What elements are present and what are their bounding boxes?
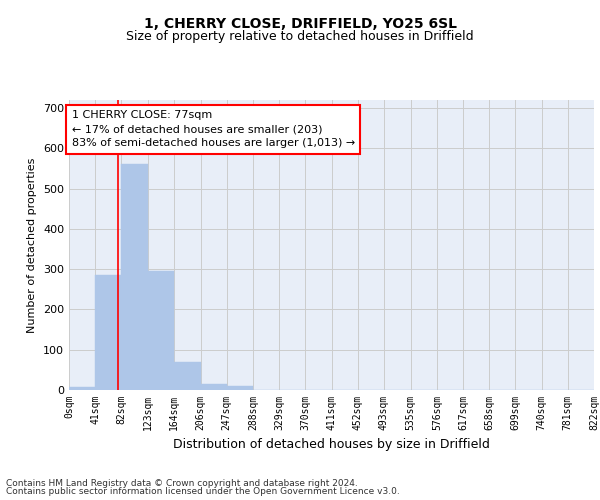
Text: Size of property relative to detached houses in Driffield: Size of property relative to detached ho… [126, 30, 474, 43]
Bar [69, 387, 95, 390]
Bar [148, 271, 174, 390]
Bar [227, 386, 253, 390]
Y-axis label: Number of detached properties: Number of detached properties [28, 158, 37, 332]
Text: 1 CHERRY CLOSE: 77sqm
← 17% of detached houses are smaller (203)
83% of semi-det: 1 CHERRY CLOSE: 77sqm ← 17% of detached … [71, 110, 355, 148]
Bar [95, 275, 121, 390]
X-axis label: Distribution of detached houses by size in Driffield: Distribution of detached houses by size … [173, 438, 490, 452]
Bar [174, 362, 200, 390]
Text: Contains public sector information licensed under the Open Government Licence v3: Contains public sector information licen… [6, 487, 400, 496]
Bar [200, 384, 227, 390]
Text: 1, CHERRY CLOSE, DRIFFIELD, YO25 6SL: 1, CHERRY CLOSE, DRIFFIELD, YO25 6SL [143, 18, 457, 32]
Text: Contains HM Land Registry data © Crown copyright and database right 2024.: Contains HM Land Registry data © Crown c… [6, 478, 358, 488]
Bar [121, 164, 148, 390]
